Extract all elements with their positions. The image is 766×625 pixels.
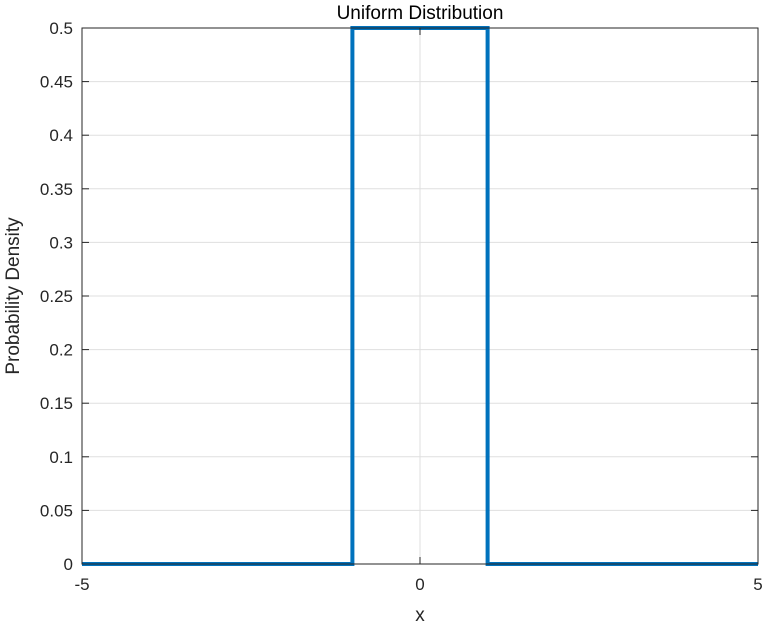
y-tick-label: 0.3 bbox=[49, 233, 73, 252]
x-tick-label: 5 bbox=[753, 575, 762, 594]
tick-marks bbox=[81, 27, 759, 565]
chart-title: Uniform Distribution bbox=[337, 3, 504, 24]
y-tick-label: 0.4 bbox=[49, 126, 73, 145]
x-tick-label: -5 bbox=[74, 575, 89, 594]
y-tick-label: 0.2 bbox=[49, 341, 73, 360]
y-tick-label: 0.05 bbox=[40, 501, 73, 520]
x-tick-labels: -5 0 5 bbox=[74, 575, 762, 594]
x-axis-label: x bbox=[415, 605, 425, 625]
y-tick-label: 0.15 bbox=[40, 394, 73, 413]
y-tick-labels: 0 0.05 0.1 0.15 0.2 0.25 0.3 0.35 0.4 0.45 0.5 bbox=[40, 19, 73, 574]
y-tick-label: 0.1 bbox=[49, 448, 73, 467]
y-tick-label: 0 bbox=[64, 555, 73, 574]
y-tick-label: 0.35 bbox=[40, 180, 73, 199]
y-axis-label: Probability Density bbox=[3, 217, 24, 375]
y-tick-label: 0.25 bbox=[40, 287, 73, 306]
y-tick-label: 0.5 bbox=[49, 19, 73, 38]
x-tick-label: 0 bbox=[415, 575, 424, 594]
y-tick-label: 0.45 bbox=[40, 73, 73, 92]
